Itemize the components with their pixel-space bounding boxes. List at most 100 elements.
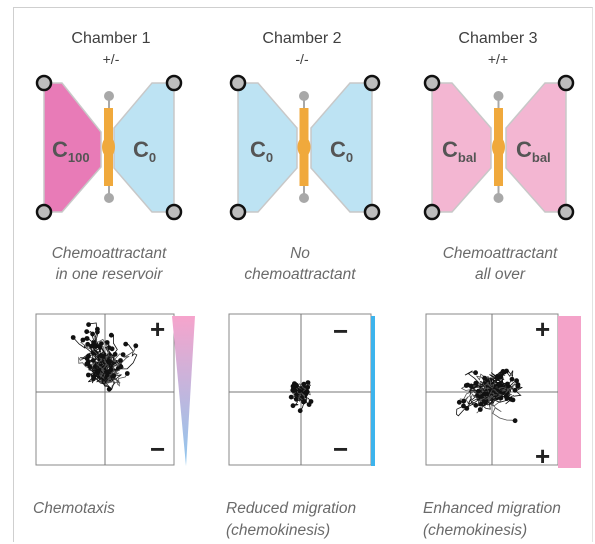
plot-3-trajectories: [456, 368, 523, 424]
chamber-1-right-label: C0: [133, 137, 156, 165]
trajectory-endpoint: [70, 335, 76, 340]
trajectory-endpoint: [85, 360, 91, 365]
trajectory: [88, 353, 106, 381]
chamber-3-left-reservoir: [431, 82, 492, 213]
trajectory-endpoint: [473, 370, 478, 376]
chamber-1-port-tl: [35, 74, 53, 92]
plot-1-caption: Chemotaxis: [33, 498, 115, 520]
chamber-2-pin-top: [299, 91, 309, 101]
chamber-3-title: Chamber 3: [458, 30, 538, 47]
plot-3-caption-line-1: Enhanced migration: [423, 500, 561, 517]
plot-3-color-bar: [558, 316, 581, 468]
chamber-3-pin-bottom: [493, 193, 504, 203]
trajectory-endpoint: [476, 388, 481, 394]
trajectory-endpoint: [86, 322, 91, 327]
chamber-3-left-label: Cbal: [442, 137, 477, 165]
plot-1-gradient-wedge: [172, 316, 195, 466]
trajectory-endpoint: [461, 403, 466, 409]
chamber-3-right-reservoir: [505, 82, 567, 213]
trajectory-endpoint: [305, 384, 310, 390]
plot-1-trajectories: [70, 322, 139, 392]
chamber-2-title: Chamber 2: [262, 30, 342, 47]
chamber-1-left-label: C100: [52, 137, 90, 165]
trajectory-endpoint: [117, 364, 122, 369]
plot-2-trajectories: [288, 380, 314, 414]
chamber-2-right-label: C0: [330, 137, 353, 165]
trajectory: [488, 383, 508, 399]
trajectory: [78, 344, 106, 381]
chamber-1-title: Chamber 1: [71, 30, 151, 47]
trajectory-endpoint: [84, 329, 90, 334]
trajectory-endpoint: [80, 337, 86, 343]
trajectory-endpoint: [461, 398, 467, 404]
chamber-1-description-line-1: Chemoattractant: [51, 245, 167, 262]
chamber-2-membrane-bulge: [297, 137, 311, 157]
trajectory-endpoint: [478, 394, 484, 399]
trajectory-endpoint: [133, 343, 139, 349]
plot-2-color-bar: [371, 316, 375, 466]
trajectory-endpoint: [297, 408, 303, 414]
trajectory-endpoint: [515, 384, 521, 389]
chamber-diagrams: C100 C0 C0 C0 Cbal Cbal: [35, 74, 575, 221]
trajectory-endpoint: [456, 399, 462, 405]
plot-3-top-sign: +: [535, 314, 550, 344]
trajectory-endpoint: [512, 387, 518, 393]
trajectory-endpoint: [301, 392, 307, 397]
trajectory-endpoint: [91, 376, 96, 382]
plot-1: + −: [35, 313, 195, 466]
chamber-2-sign: -/-: [295, 51, 309, 67]
trajectory: [491, 382, 516, 391]
chamber-3-sign: +/+: [487, 51, 509, 67]
trajectory-endpoint: [468, 383, 474, 389]
trajectory-endpoint: [463, 383, 469, 388]
trajectory-endpoint: [98, 353, 104, 358]
chamber-3-port-br: [557, 203, 575, 221]
trajectory: [491, 369, 514, 391]
chamber-2-left-label: C0: [250, 137, 273, 165]
trajectory: [484, 389, 516, 422]
plot-3: + +: [425, 313, 581, 470]
chamber-1-diagram: C100 C0: [35, 74, 183, 221]
trajectory-endpoint: [86, 353, 91, 359]
trajectory-endpoint: [514, 378, 519, 384]
trajectory-endpoint: [500, 369, 506, 374]
plot-1-top-sign: +: [150, 314, 165, 344]
chamber-3-port-bl: [423, 203, 441, 221]
trajectory: [295, 390, 305, 400]
chamber-1-description-line-2: in one reservoir: [55, 266, 163, 283]
trajectory-endpoint: [293, 382, 298, 388]
trajectory-endpoint: [97, 344, 102, 350]
chamber-1-port-tr: [165, 74, 183, 92]
trajectory-endpoint: [481, 399, 487, 404]
chamber-2-port-tr: [363, 74, 381, 92]
trajectory-endpoint: [85, 341, 91, 347]
plot-2-bottom-sign: −: [333, 434, 348, 464]
chamber-3-right-label: Cbal: [516, 137, 551, 165]
chamber-3-description-line-1: Chemoattractant: [442, 245, 558, 262]
chamber-2-port-br: [363, 203, 381, 221]
chamber-3-description-line-2: all over: [475, 266, 525, 283]
trajectory: [478, 389, 496, 403]
chamber-1-pin-top: [104, 91, 114, 101]
plot-2-caption-line-2: (chemokinesis): [226, 522, 331, 539]
trajectory-endpoint: [107, 359, 113, 365]
trajectory-endpoint: [512, 418, 518, 424]
chamber-1-port-bl: [35, 203, 53, 221]
chamber-1-port-br: [165, 203, 183, 221]
chamber-1-description: Chemoattractant in one reservoir: [19, 243, 199, 285]
plot-1-caption-line-1: Chemotaxis: [33, 500, 115, 517]
trajectory-endpoint: [86, 372, 91, 378]
chamber-2-left-reservoir: [237, 82, 298, 213]
plot-2-top-sign: −: [333, 316, 348, 346]
plot-2: − −: [228, 313, 375, 466]
chamber-2-description-line-2: chemoattractant: [244, 266, 356, 283]
trajectory-endpoint: [477, 407, 483, 412]
figure-frame: [13, 7, 593, 542]
chamber-2-diagram: C0 C0: [229, 74, 381, 221]
trajectory-endpoint: [118, 358, 123, 363]
trajectory-endpoint: [124, 371, 130, 376]
plot-3-caption: Enhanced migration (chemokinesis): [423, 498, 561, 542]
trajectory-endpoint: [473, 402, 479, 408]
trajectory-endpoint: [108, 332, 114, 338]
plot-3-caption-line-2: (chemokinesis): [423, 522, 528, 539]
